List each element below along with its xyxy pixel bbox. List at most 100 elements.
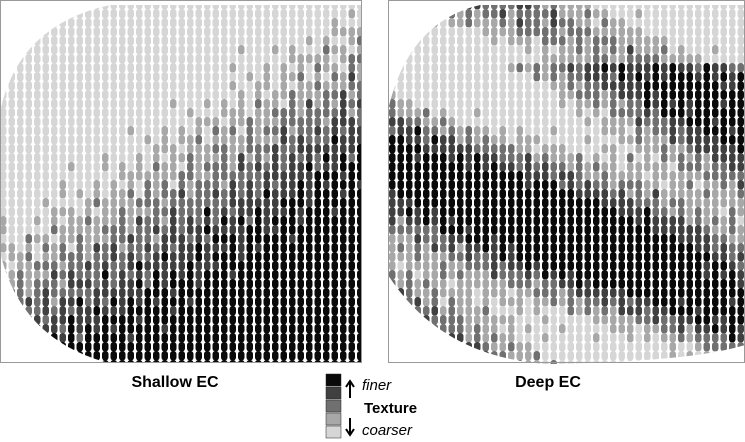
ec-cell <box>627 63 634 73</box>
ec-cell <box>0 171 7 181</box>
ec-cell <box>127 234 134 244</box>
ec-cell <box>144 135 151 145</box>
ec-cell <box>397 234 404 244</box>
ec-cell <box>686 324 693 334</box>
ec-cell <box>306 126 313 136</box>
ec-cell <box>42 288 49 298</box>
ec-cell <box>584 234 591 244</box>
ec-cell <box>652 54 659 64</box>
ec-cell <box>144 324 151 334</box>
ec-cell <box>8 216 15 226</box>
ec-cell <box>348 351 355 361</box>
ec-cell <box>280 189 287 199</box>
ec-cell <box>601 324 608 334</box>
ec-cell <box>720 351 727 361</box>
ec-cell <box>34 351 41 361</box>
ec-cell <box>644 81 651 91</box>
ec-cell <box>550 54 557 64</box>
ec-cell <box>712 243 719 253</box>
ec-cell <box>576 117 583 127</box>
ec-cell <box>448 5 455 10</box>
ec-cell <box>0 216 7 226</box>
ec-cell <box>263 171 270 181</box>
ec-cell <box>110 207 117 217</box>
ec-cell <box>389 171 396 181</box>
ec-cell <box>525 162 532 172</box>
ec-cell <box>178 27 185 37</box>
ec-cell <box>340 189 347 199</box>
ec-cell <box>678 63 685 73</box>
ec-cell <box>255 171 262 181</box>
ec-cell <box>340 153 347 163</box>
ec-cell <box>516 45 523 55</box>
ec-cell <box>695 135 702 145</box>
ec-cell <box>661 180 668 190</box>
ec-cell <box>127 252 134 262</box>
ec-cell <box>195 162 202 172</box>
ec-cell <box>695 234 702 244</box>
ec-cell <box>17 333 24 343</box>
ec-cell <box>491 171 498 181</box>
ec-cell <box>331 99 338 109</box>
ec-cell <box>584 216 591 226</box>
ec-cell <box>255 18 262 28</box>
ec-cell <box>51 216 58 226</box>
ec-cell <box>348 288 355 298</box>
ec-cell <box>289 207 296 217</box>
ec-cell <box>635 5 642 10</box>
ec-cell <box>221 297 228 307</box>
ec-cell <box>170 5 177 10</box>
ec-cell <box>255 90 262 100</box>
ec-cell <box>729 288 736 298</box>
ec-cell <box>229 351 236 361</box>
ec-cell <box>195 45 202 55</box>
ec-cell <box>542 234 549 244</box>
ec-cell <box>576 351 583 361</box>
ec-cell <box>102 171 109 181</box>
ec-cell <box>357 63 362 73</box>
ec-cell <box>136 108 143 118</box>
ec-cell <box>25 117 32 127</box>
ec-cell <box>508 36 515 46</box>
ec-cell <box>414 198 421 208</box>
ec-cell <box>170 297 177 307</box>
ec-cell <box>187 72 194 82</box>
ec-cell <box>212 171 219 181</box>
ec-cell <box>340 360 347 362</box>
ec-cell <box>389 252 396 262</box>
ec-cell <box>686 90 693 100</box>
ec-cell <box>42 216 49 226</box>
ec-cell <box>59 252 66 262</box>
ec-cell <box>221 360 228 362</box>
ec-cell <box>170 81 177 91</box>
ec-cell <box>153 198 160 208</box>
ec-cell <box>102 90 109 100</box>
ec-cell <box>627 243 634 253</box>
ec-cell <box>389 216 396 226</box>
ec-cell <box>306 144 313 154</box>
ec-cell <box>550 5 557 10</box>
ec-cell <box>17 63 24 73</box>
ec-cell <box>601 315 608 325</box>
ec-cell <box>8 360 15 362</box>
ec-cell <box>59 243 66 253</box>
ec-cell <box>238 126 245 136</box>
ec-cell <box>0 117 7 127</box>
ec-cell <box>212 234 219 244</box>
ec-cell <box>576 72 583 82</box>
ec-cell <box>627 189 634 199</box>
ec-cell <box>221 9 228 19</box>
ec-cell <box>448 9 455 19</box>
ec-cell <box>389 288 396 298</box>
ec-cell <box>499 360 506 364</box>
ec-cell <box>280 18 287 28</box>
ec-cell <box>448 36 455 46</box>
ec-cell <box>397 153 404 163</box>
ec-cell <box>93 90 100 100</box>
ec-cell <box>357 180 362 190</box>
ec-cell <box>389 153 396 163</box>
ec-cell <box>414 5 421 10</box>
ec-cell <box>238 216 245 226</box>
ec-cell <box>127 261 134 271</box>
ec-cell <box>601 81 608 91</box>
